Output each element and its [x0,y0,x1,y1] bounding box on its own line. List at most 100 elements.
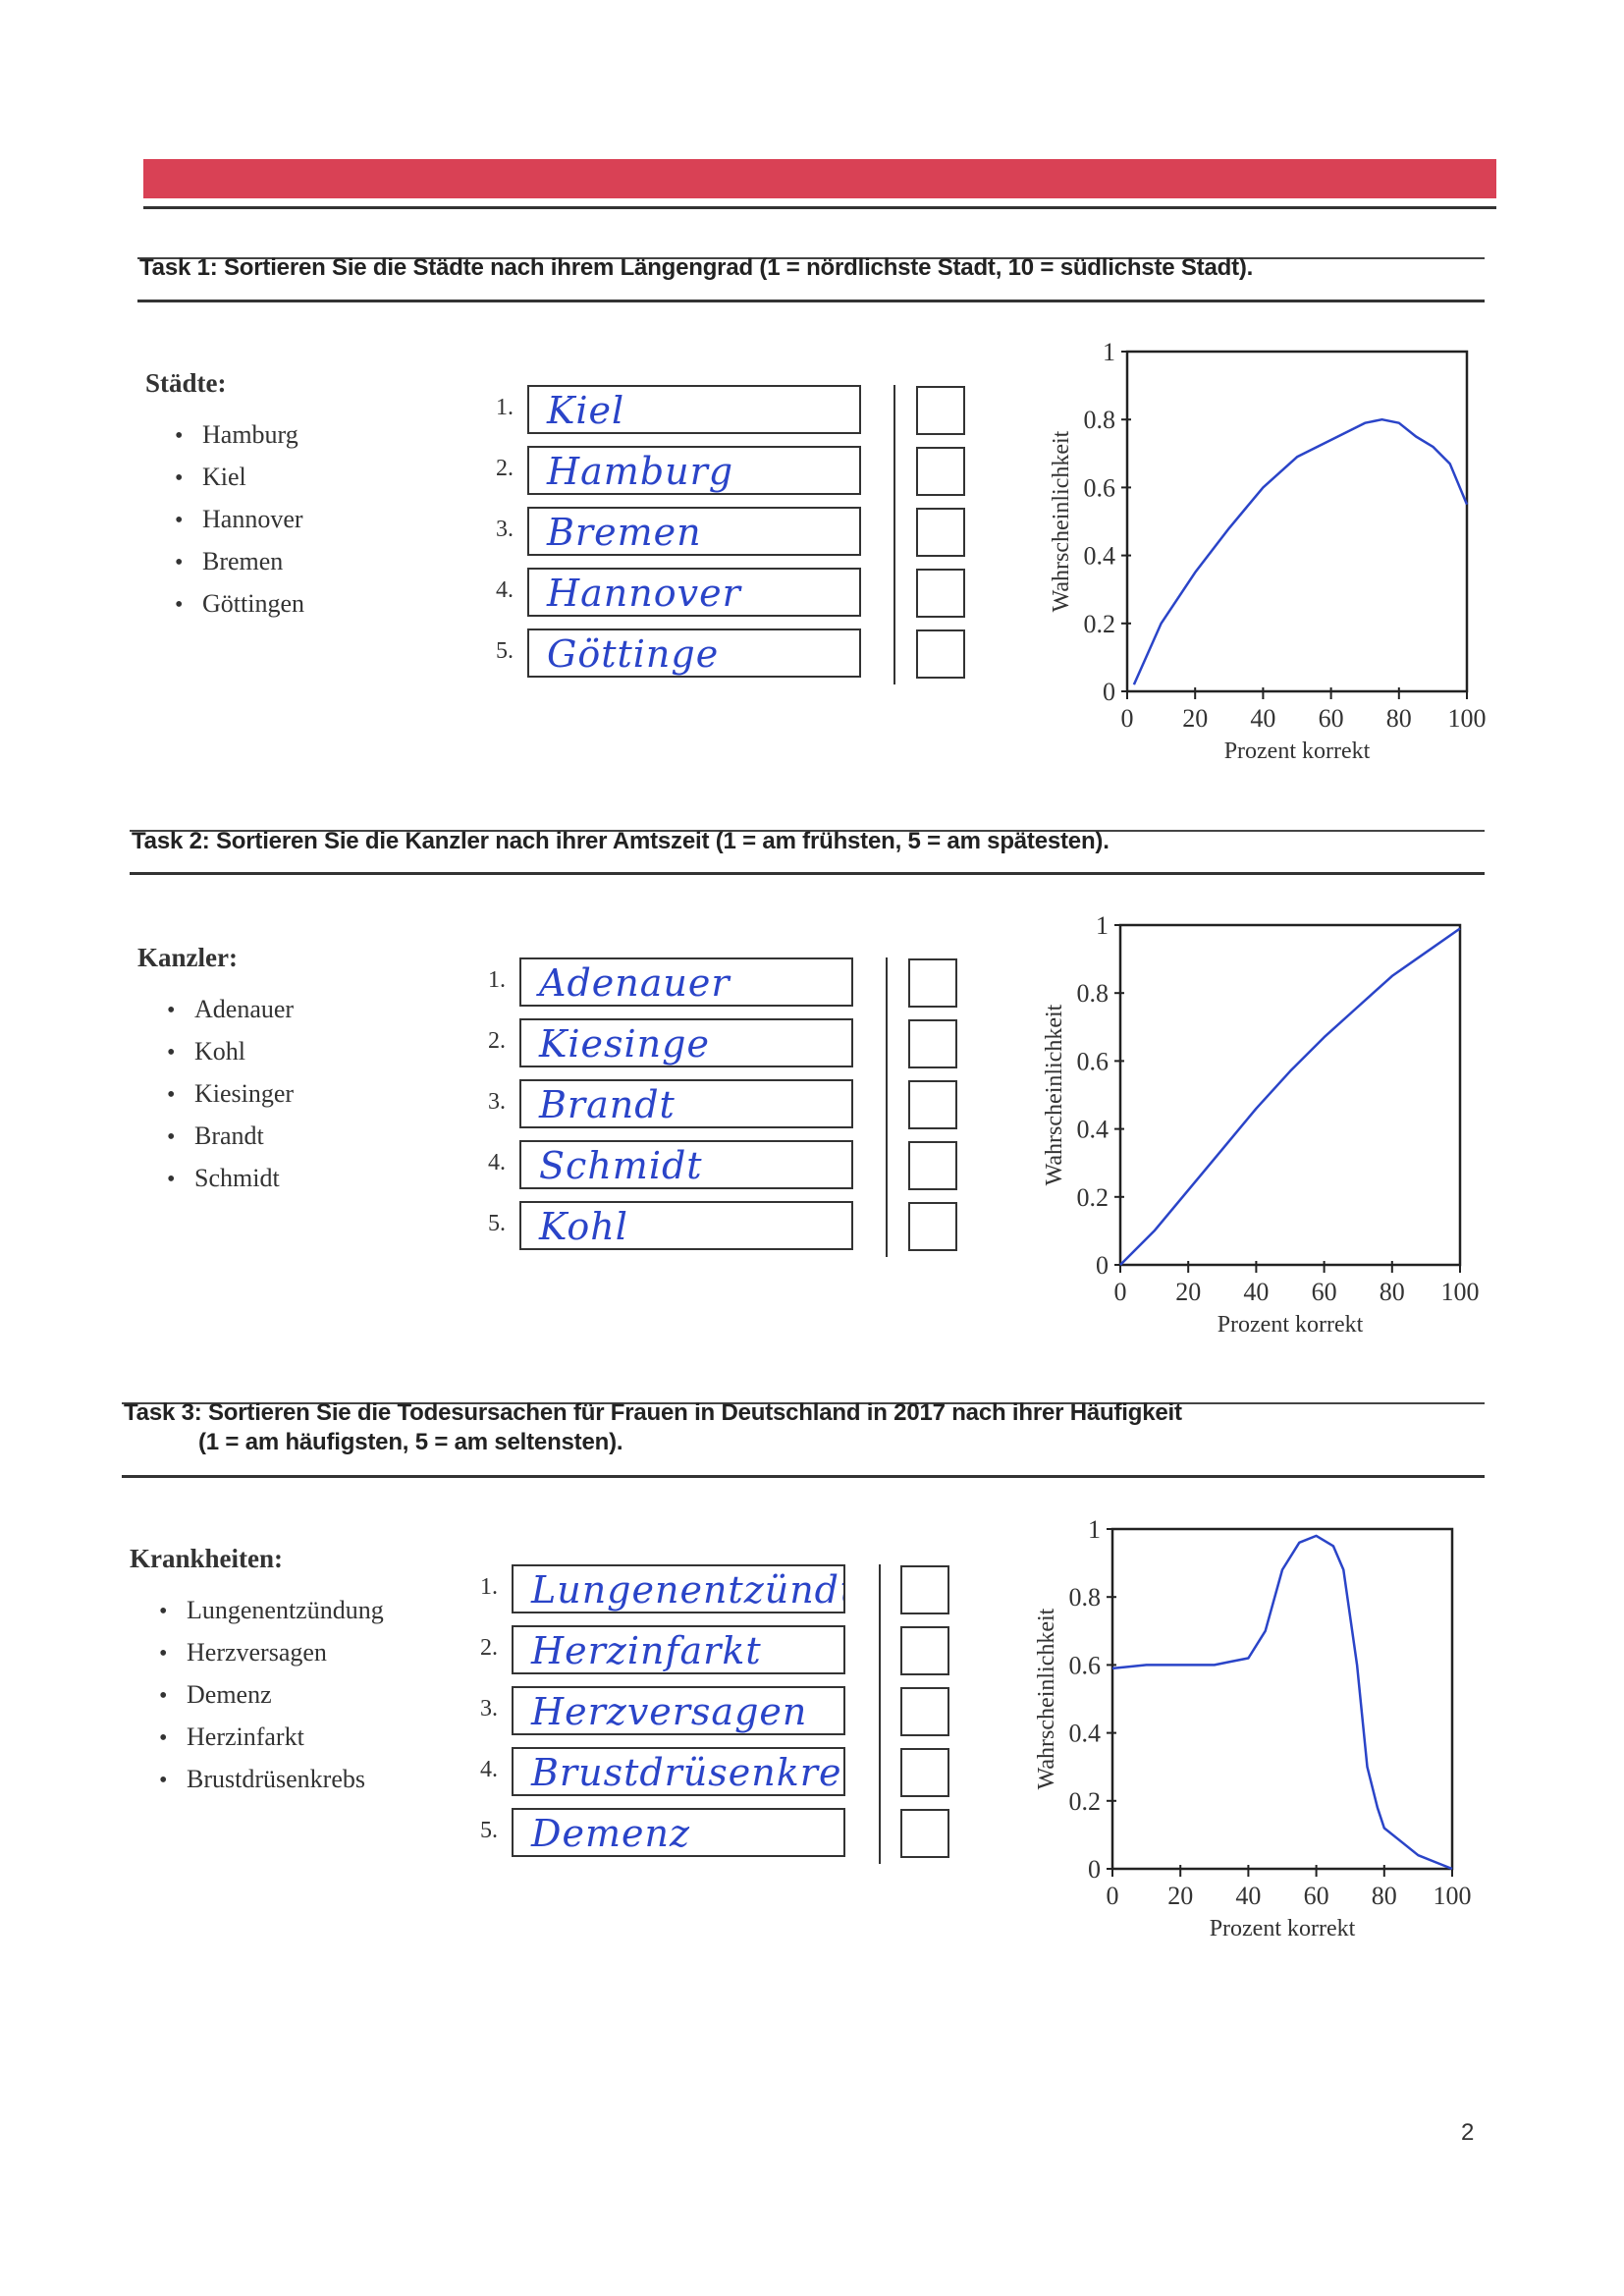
y-tick-label: 0 [1096,1251,1109,1280]
slot-number: 2. [488,1028,506,1054]
x-tick-label: 20 [1175,1278,1201,1306]
task-label: Task 3: [124,1399,202,1426]
task-header: Task 3: Sortieren Sie die Todesursachen … [124,1398,1182,1457]
checkbox[interactable] [916,629,965,679]
item-list: HamburgKielHannoverBremenGöttingen [175,413,304,625]
slot-number: 3. [496,517,514,542]
checkbox[interactable] [916,386,965,435]
list-title: Krankheiten: [130,1544,284,1573]
task-top-rule [137,257,1485,259]
y-tick-label: 0.8 [1084,406,1116,434]
task-label: Task 2: [132,828,210,854]
checkbox[interactable] [900,1565,949,1614]
y-tick-label: 0.6 [1069,1651,1102,1679]
y-tick-label: 0.8 [1077,979,1110,1008]
answer-box[interactable]: Hamburg [527,446,861,495]
y-tick-label: 0.4 [1084,542,1116,571]
probability-chart: 0 0.2 0.4 0.6 0.8 1 0 20 40 60 80 100 Prozent korrek… [1034,1515,1472,1941]
answer-box[interactable]: Adenauer [519,957,853,1007]
y-tick-label: 0.2 [1077,1183,1110,1212]
answer-box[interactable]: Herzversagen [512,1686,845,1735]
list-item: Schmidt [167,1157,294,1199]
y-axis-label: Wahrscheinlichkeit [1049,430,1074,612]
y-tick-label: 0.2 [1084,610,1116,638]
checkbox[interactable] [908,958,957,1008]
handwritten-answer: Herzversagen [531,1690,808,1733]
list-item: Herzversagen [159,1631,384,1673]
checkbox[interactable] [900,1626,949,1675]
list-item: Kohl [167,1030,294,1072]
y-tick-label: 0.4 [1069,1720,1102,1748]
checkbox[interactable] [900,1687,949,1736]
y-tick-label: 1 [1088,1515,1101,1544]
answer-box[interactable]: Kiesinge [519,1018,853,1067]
slot-number: 4. [496,577,514,603]
plot-frame [1110,1527,1454,1871]
task-header: Task 1: Sortieren Sie die Städte nach ih… [139,253,1253,283]
x-tick-label: 40 [1243,1278,1269,1306]
y-tick-label: 0.6 [1084,473,1116,502]
list-item: Adenauer [167,988,294,1030]
answer-box[interactable]: Demenz [512,1808,845,1857]
handwritten-answer: Schmidt [539,1144,703,1187]
handwritten-answer: Brustdrüsenkrebs [531,1751,843,1794]
answer-box[interactable]: Brandt [519,1079,853,1128]
list-item: Brandt [167,1115,294,1157]
task-subtitle: (1 = am häufigsten, 5 = am seltensten). [198,1429,623,1455]
answer-box[interactable]: Kiel [527,385,861,434]
handwritten-answer: Kohl [539,1205,628,1248]
slot-number: 2. [480,1635,498,1661]
checkbox[interactable] [916,569,965,618]
x-axis-label: Prozent korrekt [1210,1916,1356,1941]
probability-curve [1132,417,1469,685]
handwritten-answer: Göttinge [547,632,720,676]
probability-chart: 0 0.2 0.4 0.6 0.8 1 0 20 40 60 80 100 Prozent korrek… [1049,338,1487,764]
answer-box[interactable]: Kohl [519,1201,853,1250]
list-item: Kiesinger [167,1072,294,1115]
probability-curve [1119,927,1461,1266]
x-tick-label: 40 [1235,1882,1261,1910]
x-tick-label: 60 [1312,1278,1337,1306]
probability-curve [1111,1534,1453,1871]
answer-box[interactable]: Brustdrüsenkrebs [512,1747,845,1796]
x-tick-label: 0 [1107,1882,1119,1910]
y-tick-label: 1 [1096,911,1109,940]
checkbox[interactable] [908,1080,957,1129]
y-tick-label: 0.2 [1069,1787,1102,1816]
checkbox[interactable] [916,508,965,557]
y-axis-label: Wahrscheinlichkeit [1034,1608,1059,1789]
y-tick-label: 0 [1088,1855,1101,1884]
answer-box[interactable]: Herzinfarkt [512,1625,845,1674]
checkbox[interactable] [908,1019,957,1068]
handwritten-answer: Hamburg [547,450,734,493]
x-tick-label: 100 [1434,1882,1472,1910]
checkbox[interactable] [916,447,965,496]
y-tick-label: 0.8 [1069,1583,1102,1612]
slot-number: 1. [480,1574,498,1600]
answer-box[interactable]: Lungenentzündung [512,1564,845,1613]
slot-number: 3. [480,1696,498,1722]
y-tick-label: 0 [1103,678,1115,706]
answer-box[interactable]: Schmidt [519,1140,853,1189]
handwritten-answer: Kiesinge [539,1022,710,1066]
checkbox[interactable] [908,1202,957,1251]
handwritten-answer: Lungenentzündung [531,1568,843,1612]
handwritten-answer: Kiel [547,389,625,432]
answer-box[interactable]: Bremen [527,507,861,556]
checkbox[interactable] [908,1141,957,1190]
task-title: Sortieren Sie die Kanzler nach ihrer Amt… [216,828,1110,854]
answer-box[interactable]: Hannover [527,568,861,617]
x-tick-label: 60 [1304,1882,1329,1910]
list-item: Bremen [175,540,304,582]
x-axis-label: Prozent korrekt [1224,738,1371,764]
slot-number: 5. [496,638,514,664]
slot-number: 3. [488,1089,506,1115]
y-tick-label: 1 [1103,338,1115,366]
checkbox[interactable] [900,1748,949,1797]
plot-frame [1125,350,1469,693]
x-axis-label: Prozent korrekt [1218,1312,1364,1338]
answer-box[interactable]: Göttinge [527,629,861,678]
slot-number: 5. [480,1818,498,1843]
checkbox[interactable] [900,1809,949,1858]
x-tick-label: 100 [1441,1278,1480,1306]
